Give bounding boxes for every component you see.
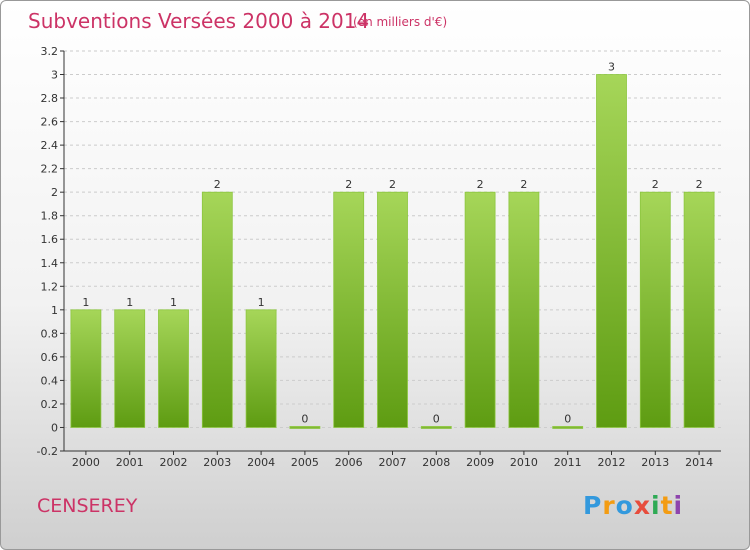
x-tick-labels: 2000 2001 2002 2003 2004 2005 2006 2007 2008 2009… xyxy=(72,456,713,469)
x-tick-label-2006: 2006 xyxy=(335,456,363,469)
bar-2008 xyxy=(420,426,452,429)
bar-2005 xyxy=(289,426,321,429)
data-label-2009: 2 xyxy=(477,178,484,191)
logo-letter: P xyxy=(583,491,603,520)
bar-2009 xyxy=(464,191,496,428)
commune-name: CENSEREY xyxy=(37,495,138,517)
data-label-2006: 2 xyxy=(345,178,352,191)
data-label-2000: 1 xyxy=(82,296,89,309)
y-tick-label: 2.8 xyxy=(41,92,59,105)
x-tick-label-2010: 2010 xyxy=(510,456,538,469)
x-tick-label-2001: 2001 xyxy=(116,456,144,469)
bar-2004 xyxy=(245,309,277,428)
x-tick-label-2007: 2007 xyxy=(379,456,407,469)
data-label-2007: 2 xyxy=(389,178,396,191)
chart-subtitle: (en milliers d'€) xyxy=(353,15,448,29)
y-tick-label: 1.2 xyxy=(41,280,59,293)
y-tick-label: 0.8 xyxy=(41,327,59,340)
bar-2007 xyxy=(377,191,408,428)
data-label-2005: 0 xyxy=(301,412,308,425)
data-label-2010: 2 xyxy=(520,178,527,191)
data-label-2011: 0 xyxy=(564,412,571,425)
x-tick-label-2008: 2008 xyxy=(422,456,450,469)
bar-2010 xyxy=(508,191,540,428)
bar-2002 xyxy=(158,309,189,428)
y-tick-label: 0.2 xyxy=(41,398,59,411)
y-tick-label: 1.8 xyxy=(41,210,59,223)
y-tick-label: -0.2 xyxy=(37,445,58,458)
x-tick-label-2014: 2014 xyxy=(685,456,713,469)
y-tick-label: 0 xyxy=(51,421,58,434)
logo-letter: t xyxy=(660,491,674,520)
data-label-2001: 1 xyxy=(126,296,133,309)
data-label-2008: 0 xyxy=(433,412,440,425)
data-label-2012: 3 xyxy=(608,61,615,74)
logo-letter: i xyxy=(673,491,684,520)
x-tick-label-2013: 2013 xyxy=(641,456,669,469)
x-tick-label-2011: 2011 xyxy=(554,456,582,469)
data-label-2013: 2 xyxy=(652,178,659,191)
y-tick-labels: -0.2 0 0.2 0.4 0.6 0.8 1 1.2 1.4 1.6 1.8 2 2.2 2.4 2.6… xyxy=(37,45,58,458)
bar-2000 xyxy=(70,309,102,428)
data-label-2002: 1 xyxy=(170,296,177,309)
chart-title: Subventions Versées 2000 à 2014 xyxy=(28,9,370,33)
x-tick-label-2002: 2002 xyxy=(160,456,188,469)
bar-2011 xyxy=(552,426,584,429)
bar-2001 xyxy=(114,309,146,428)
x-tick-label-2004: 2004 xyxy=(247,456,275,469)
x-tick-label-2005: 2005 xyxy=(291,456,319,469)
bar-2013 xyxy=(639,191,671,428)
y-tick-label: 3 xyxy=(51,69,58,82)
y-tick-label: 0.6 xyxy=(41,351,59,364)
data-label-2003: 2 xyxy=(214,178,221,191)
bar-2014 xyxy=(683,191,715,428)
data-label-2004: 1 xyxy=(258,296,265,309)
axes xyxy=(60,50,721,455)
y-tick-label: 1.6 xyxy=(41,233,59,246)
logo-letter: x xyxy=(633,491,651,520)
bar-2003 xyxy=(201,191,233,428)
y-tick-label: 0.4 xyxy=(41,374,59,387)
y-tick-label: 2.6 xyxy=(41,116,59,129)
y-tick-label: 2.2 xyxy=(41,163,59,176)
y-tick-label: 1 xyxy=(51,304,58,317)
logo-letter: o xyxy=(615,491,634,520)
proxiti-logo: Proxiti xyxy=(583,491,683,520)
x-tick-label-2012: 2012 xyxy=(598,456,626,469)
data-labels: 1 1 1 2 1 0 2 2 0 2 2 0 3 2 2 xyxy=(82,61,702,426)
bars xyxy=(70,74,715,429)
data-label-2014: 2 xyxy=(696,178,703,191)
y-tick-label: 1.4 xyxy=(41,257,59,270)
y-tick-label: 2 xyxy=(51,186,58,199)
bar-2006 xyxy=(333,191,365,428)
x-tick-label-2003: 2003 xyxy=(203,456,231,469)
x-tick-label-2009: 2009 xyxy=(466,456,494,469)
bar-2012 xyxy=(596,74,627,428)
x-tick-label-2000: 2000 xyxy=(72,456,100,469)
y-tick-label: 3.2 xyxy=(41,45,59,58)
logo-letter: i xyxy=(651,491,661,520)
y-tick-label: 2.4 xyxy=(41,139,59,152)
logo-letter: r xyxy=(602,491,616,520)
